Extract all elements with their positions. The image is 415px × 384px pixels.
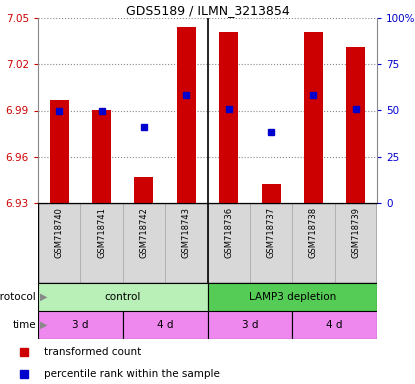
Text: GSM718736: GSM718736 xyxy=(224,207,233,258)
Text: 4 d: 4 d xyxy=(157,320,173,330)
Bar xyxy=(38,283,208,311)
Bar xyxy=(292,311,377,339)
Text: ▶: ▶ xyxy=(40,292,48,302)
Bar xyxy=(346,47,365,203)
Bar xyxy=(50,100,69,203)
Text: GSM718742: GSM718742 xyxy=(139,207,149,258)
Text: GSM718743: GSM718743 xyxy=(182,207,191,258)
Bar xyxy=(261,184,281,203)
Bar xyxy=(134,177,154,203)
Bar xyxy=(177,27,196,203)
Bar xyxy=(38,203,81,283)
Bar xyxy=(250,203,292,283)
Text: 3 d: 3 d xyxy=(72,320,89,330)
Bar xyxy=(208,203,250,283)
Bar xyxy=(334,203,377,283)
Bar xyxy=(81,203,123,283)
Bar xyxy=(208,311,292,339)
Bar xyxy=(38,311,123,339)
Text: percentile rank within the sample: percentile rank within the sample xyxy=(44,369,220,379)
Text: 4 d: 4 d xyxy=(326,320,343,330)
Text: GSM718740: GSM718740 xyxy=(55,207,63,258)
Bar xyxy=(208,283,377,311)
Text: control: control xyxy=(105,292,141,302)
Bar xyxy=(123,203,165,283)
Text: protocol: protocol xyxy=(0,292,36,302)
Text: GSM718737: GSM718737 xyxy=(266,207,276,258)
Text: GSM718739: GSM718739 xyxy=(352,207,360,258)
Title: GDS5189 / ILMN_3213854: GDS5189 / ILMN_3213854 xyxy=(126,4,289,17)
Text: transformed count: transformed count xyxy=(44,347,142,357)
Bar xyxy=(219,32,238,203)
Bar xyxy=(304,32,323,203)
Text: GSM718738: GSM718738 xyxy=(309,207,318,258)
Text: 3 d: 3 d xyxy=(242,320,258,330)
Bar xyxy=(292,203,334,283)
Bar xyxy=(165,203,208,283)
Bar xyxy=(92,111,111,203)
Text: ▶: ▶ xyxy=(40,320,48,330)
Text: LAMP3 depletion: LAMP3 depletion xyxy=(249,292,336,302)
Text: GSM718741: GSM718741 xyxy=(97,207,106,258)
Bar xyxy=(123,311,208,339)
Text: time: time xyxy=(12,320,36,330)
